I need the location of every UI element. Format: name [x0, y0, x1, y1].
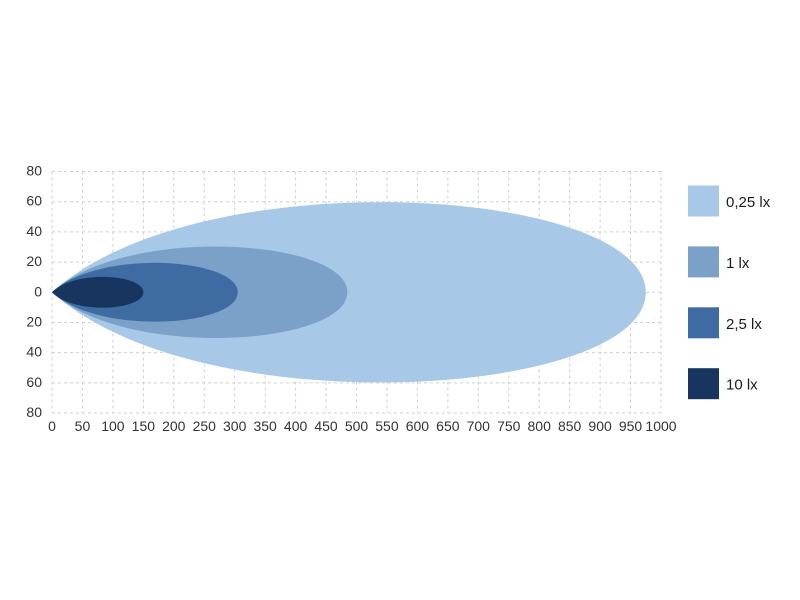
- svg-text:10 lx: 10 lx: [726, 377, 758, 394]
- svg-text:2,5 lx: 2,5 lx: [726, 316, 762, 333]
- svg-text:80: 80: [26, 163, 42, 179]
- svg-text:700: 700: [467, 418, 491, 434]
- svg-text:850: 850: [558, 418, 582, 434]
- svg-text:450: 450: [314, 418, 338, 434]
- svg-text:80: 80: [26, 404, 42, 420]
- svg-text:250: 250: [193, 418, 217, 434]
- svg-text:650: 650: [436, 418, 460, 434]
- svg-text:750: 750: [497, 418, 521, 434]
- svg-text:800: 800: [528, 418, 552, 434]
- svg-text:0: 0: [34, 283, 42, 299]
- svg-text:1000: 1000: [645, 418, 676, 434]
- svg-text:500: 500: [345, 418, 369, 434]
- svg-text:0,25 lx: 0,25 lx: [726, 194, 771, 211]
- svg-text:150: 150: [132, 418, 156, 434]
- svg-text:350: 350: [253, 418, 277, 434]
- svg-text:60: 60: [26, 374, 42, 390]
- svg-text:0: 0: [48, 418, 56, 434]
- svg-text:300: 300: [223, 418, 247, 434]
- svg-text:50: 50: [75, 418, 91, 434]
- svg-text:100: 100: [101, 418, 125, 434]
- svg-text:40: 40: [26, 223, 42, 239]
- svg-text:200: 200: [162, 418, 186, 434]
- svg-text:400: 400: [284, 418, 308, 434]
- svg-text:20: 20: [26, 313, 42, 329]
- svg-text:900: 900: [588, 418, 612, 434]
- svg-text:600: 600: [406, 418, 430, 434]
- svg-text:20: 20: [26, 253, 42, 269]
- svg-text:950: 950: [619, 418, 643, 434]
- svg-text:60: 60: [26, 193, 42, 209]
- svg-text:40: 40: [26, 344, 42, 360]
- svg-text:550: 550: [375, 418, 399, 434]
- svg-text:1 lx: 1 lx: [726, 255, 750, 272]
